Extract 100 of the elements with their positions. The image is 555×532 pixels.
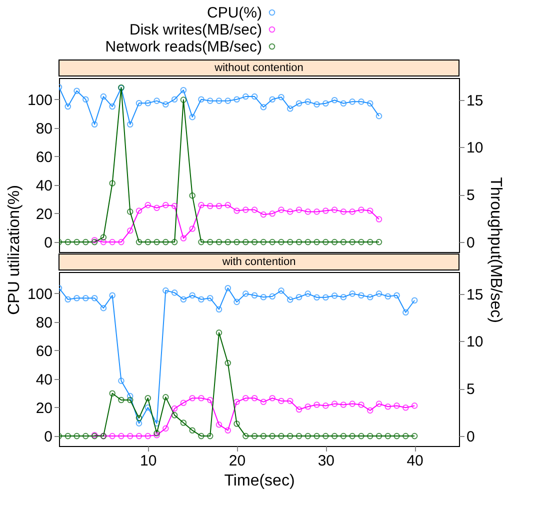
point (82, 96, 89, 103)
point (74, 88, 80, 94)
point (136, 414, 142, 422)
point (224, 202, 232, 208)
point (242, 206, 249, 213)
point (322, 294, 329, 301)
point (296, 238, 302, 246)
point (242, 93, 249, 100)
point (224, 360, 232, 366)
point (171, 238, 178, 246)
point (251, 238, 258, 246)
point (64, 103, 72, 110)
point (162, 202, 169, 208)
y-tick-label: 0 (44, 428, 52, 446)
point (91, 294, 98, 302)
point (366, 407, 374, 414)
y-axis-title: CPU utilization(%) (6, 185, 23, 315)
point (296, 206, 302, 213)
point (118, 396, 124, 404)
point (269, 432, 276, 440)
point (331, 206, 338, 213)
point (189, 394, 196, 402)
point (144, 202, 152, 208)
point (278, 398, 284, 404)
point (314, 432, 320, 440)
point (376, 432, 382, 440)
point (394, 292, 400, 299)
point (206, 396, 214, 404)
point (251, 292, 258, 299)
point (189, 427, 196, 434)
point (322, 208, 329, 214)
y-tick-label: 100 (27, 286, 52, 303)
point (216, 306, 222, 313)
point (144, 432, 152, 440)
point (260, 104, 267, 110)
point (322, 238, 329, 246)
point (198, 296, 204, 303)
point (331, 432, 338, 440)
point (198, 394, 204, 402)
point (198, 96, 204, 103)
chart-title: with contention (221, 256, 296, 268)
point (126, 208, 134, 215)
x-tick-label: 30 (318, 452, 335, 470)
point (82, 238, 89, 246)
point (394, 402, 400, 409)
point (340, 294, 347, 300)
point (251, 93, 258, 100)
point (331, 238, 338, 246)
point (118, 238, 124, 246)
point (322, 432, 329, 440)
point (314, 238, 320, 246)
point (304, 404, 312, 410)
point (180, 86, 187, 94)
point (136, 238, 142, 246)
point (304, 290, 312, 297)
y2-tick-label: 10 (466, 334, 484, 351)
y-tick-label: 80 (36, 120, 52, 138)
point (349, 98, 356, 105)
point (100, 238, 107, 246)
point (171, 96, 178, 103)
point (322, 402, 329, 409)
point (216, 330, 222, 336)
point (242, 290, 249, 297)
point (216, 422, 222, 428)
point (349, 400, 356, 407)
point (278, 432, 284, 440)
point (366, 432, 374, 440)
point (82, 294, 89, 302)
point (126, 432, 134, 440)
point (109, 103, 116, 110)
point (171, 412, 178, 418)
point (358, 402, 364, 408)
point (278, 238, 284, 246)
point (224, 284, 232, 292)
point (402, 432, 409, 440)
point (74, 432, 80, 440)
point (278, 94, 284, 100)
point (109, 292, 116, 299)
point (216, 98, 222, 104)
y2-tick-label: 10 (466, 140, 484, 157)
point (278, 206, 284, 213)
point (91, 121, 98, 128)
point (358, 432, 364, 440)
y-tick-label: 60 (36, 342, 52, 360)
point (154, 420, 160, 426)
point (314, 402, 320, 408)
point (366, 238, 374, 246)
point (180, 400, 187, 406)
point (206, 98, 214, 104)
point (64, 238, 72, 246)
point (126, 396, 134, 404)
point (64, 296, 72, 303)
point (206, 238, 214, 246)
point (109, 432, 116, 440)
point (260, 398, 267, 406)
point (296, 100, 302, 107)
y-tick-label: 80 (36, 314, 52, 332)
point (144, 394, 152, 402)
point (234, 208, 240, 214)
y2-tick-label: 15 (466, 92, 484, 110)
